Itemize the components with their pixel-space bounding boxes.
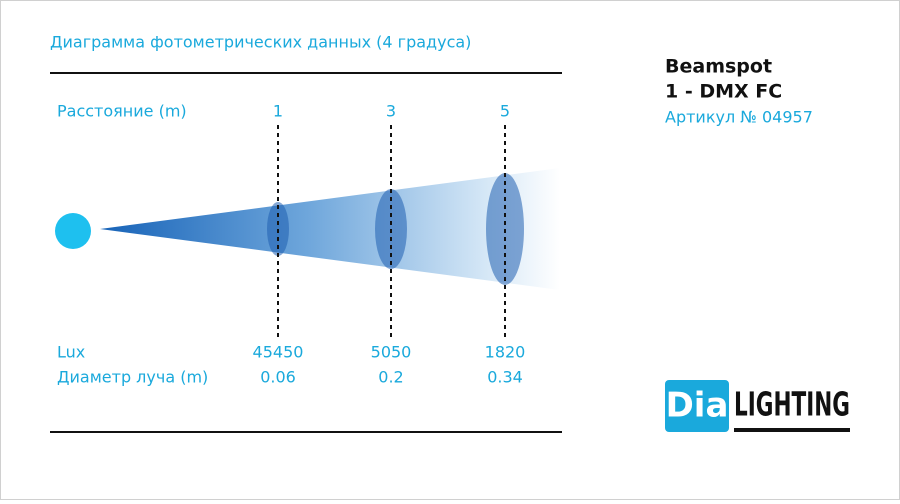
product-model: 1 - DMX FC — [665, 81, 782, 103]
distance-value: 5 — [500, 102, 510, 121]
logo-box — [665, 380, 729, 432]
logo: Dia LIGHTING — [665, 380, 850, 432]
logo-prefix: Dia — [666, 386, 729, 426]
columns: 1 45450 0.06 3 5050 0.2 5 1820 0.34 — [253, 102, 526, 387]
logo-suffix: LIGHTING — [734, 385, 850, 424]
diameter-value: 0.2 — [378, 368, 403, 387]
lux-value: 1820 — [485, 343, 526, 362]
diameter-label: Диаметр луча (m) — [57, 368, 208, 387]
lux-value: 45450 — [253, 343, 304, 362]
logo-underline — [734, 428, 850, 432]
light-source — [55, 213, 91, 249]
distance-label: Расстояние (m) — [57, 102, 187, 121]
article: Артикул № 04957 — [665, 108, 813, 127]
distance-value: 3 — [386, 102, 396, 121]
lux-label: Lux — [57, 343, 85, 362]
product-name: Beamspot — [665, 56, 772, 78]
diameter-value: 0.06 — [260, 368, 296, 387]
diameter-value: 0.34 — [487, 368, 523, 387]
title: Диаграмма фотометрических данных (4 град… — [50, 33, 471, 52]
lux-value: 5050 — [371, 343, 412, 362]
distance-value: 1 — [273, 102, 283, 121]
beam — [100, 168, 560, 290]
